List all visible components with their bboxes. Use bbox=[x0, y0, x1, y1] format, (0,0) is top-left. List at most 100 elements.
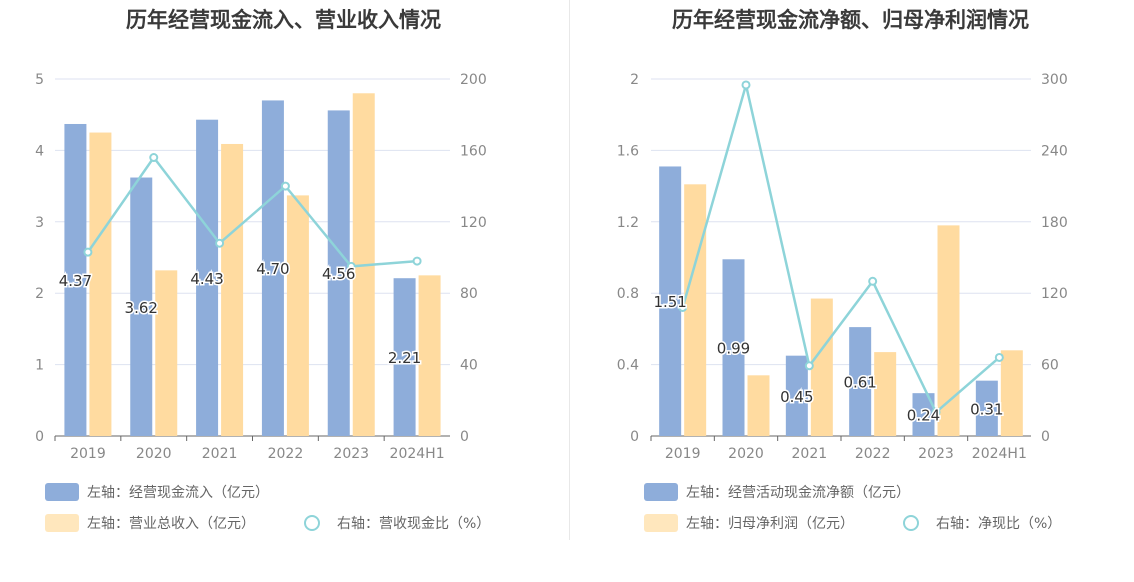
legend-swatch-line bbox=[894, 514, 928, 532]
x-axis-tick-label: 2019 bbox=[70, 446, 106, 462]
left-axis-tick-label: 2 bbox=[35, 286, 44, 302]
left-axis-tick-label: 1 bbox=[35, 358, 44, 374]
legend-label: 左轴：经营活动现金流净额（亿元） bbox=[686, 485, 910, 501]
data-label: 4.56 bbox=[322, 265, 355, 283]
legend-label: 右轴：营收现金比（%） bbox=[337, 516, 491, 532]
right-axis-tick-label: 60 bbox=[1041, 358, 1059, 374]
legend-item-ratio[interactable]: 右轴：净现比（%） bbox=[894, 513, 1061, 533]
right-axis-tick-label: 0 bbox=[460, 429, 469, 445]
bar-s0-2021 bbox=[196, 119, 219, 436]
chart-panel-net-cash: 历年经营现金流净额、归母净利润情况 0 0 0.4 60 0.8 120 1.2 180 1.6… bbox=[567, 0, 1134, 582]
chart-canvas-cash-inflow: 0 0 1 40 2 80 3 120 4 160 5 200 2019 2020 2021 2022 2023… bbox=[35, 72, 487, 462]
bar-s0-2020 bbox=[130, 177, 153, 437]
right-axis-tick-label: 0 bbox=[1041, 429, 1050, 445]
right-axis-tick-label: 180 bbox=[1041, 215, 1068, 231]
left-axis-tick-label: 0 bbox=[630, 429, 639, 445]
bar-s1-2019 bbox=[684, 184, 707, 436]
right-axis-tick-label: 240 bbox=[1041, 143, 1068, 159]
ratio-point-2021 bbox=[804, 361, 814, 371]
panel-divider bbox=[569, 0, 570, 540]
legend-swatch-bar bbox=[45, 483, 79, 501]
ratio-point-2023 bbox=[931, 407, 941, 417]
legend-item-ratio[interactable]: 右轴：营收现金比（%） bbox=[295, 513, 490, 533]
chart-panel-cash-inflow: 历年经营现金流入、营业收入情况 0 0 1 40 2 80 3 120 4 160 5 200 2019… bbox=[35, 8, 490, 533]
ratio-point-2019 bbox=[83, 247, 93, 257]
data-label: 0.24 bbox=[907, 407, 940, 425]
chart-title: 历年经营现金流入、营业收入情况 bbox=[126, 8, 441, 32]
left-axis-tick-label: 0 bbox=[35, 429, 44, 445]
x-axis-tick-label: 2023 bbox=[333, 446, 369, 462]
data-label: 0.99 bbox=[717, 340, 750, 358]
bar-s0-2024H1 bbox=[393, 278, 416, 436]
data-label: 0.61 bbox=[843, 374, 876, 392]
legend-item-revenue[interactable]: 左轴：营业总收入（亿元） bbox=[45, 513, 255, 533]
bar-s0-2022 bbox=[849, 327, 872, 436]
legend-item-net-profit[interactable]: 左轴：归母净利润（亿元） bbox=[644, 513, 854, 533]
legend-label: 右轴：净现比（%） bbox=[936, 516, 1062, 532]
data-label: 4.37 bbox=[59, 272, 92, 290]
bar-s1-2020 bbox=[747, 375, 770, 436]
legend-swatch-bar bbox=[45, 514, 79, 532]
bar-s0-2020 bbox=[722, 259, 745, 436]
ratio-point-2024H1 bbox=[412, 256, 422, 266]
bar-s0-2023 bbox=[327, 110, 350, 436]
right-axis-tick-label: 120 bbox=[1041, 286, 1068, 302]
left-axis-tick-label: 3 bbox=[35, 215, 44, 231]
bar-s0-2021 bbox=[785, 355, 808, 436]
left-axis-tick-label: 5 bbox=[35, 72, 44, 88]
ratio-point-2020 bbox=[149, 153, 159, 163]
left-axis-tick-label: 4 bbox=[35, 143, 44, 159]
right-axis-tick-label: 80 bbox=[460, 286, 478, 302]
x-axis-tick-label: 2022 bbox=[855, 446, 891, 462]
legend-swatch-line bbox=[295, 514, 329, 532]
data-label: 0.31 bbox=[970, 400, 1003, 418]
ratio-point-2022 bbox=[280, 181, 290, 191]
left-axis-tick-label: 0.8 bbox=[617, 286, 639, 302]
x-axis-tick-label: 2020 bbox=[728, 446, 764, 462]
ratio-line bbox=[681, 84, 1001, 415]
data-label: 2.21 bbox=[388, 349, 421, 367]
bar-s1-2019 bbox=[89, 132, 112, 437]
ratio-point-2021 bbox=[215, 238, 225, 248]
data-label: 1.51 bbox=[653, 293, 686, 311]
data-label: 4.70 bbox=[256, 260, 289, 278]
x-axis-tick-label: 2021 bbox=[202, 446, 238, 462]
x-axis-tick-label: 2024H1 bbox=[390, 446, 445, 462]
x-axis-tick-label: 2023 bbox=[918, 446, 954, 462]
bar-s0-2019 bbox=[659, 166, 682, 436]
x-axis-tick-label: 2021 bbox=[792, 446, 828, 462]
data-label: 0.45 bbox=[780, 388, 813, 406]
legend-swatch-bar bbox=[644, 514, 678, 532]
legend-item-cash-inflow[interactable]: 左轴：经营现金流入（亿元） bbox=[45, 482, 269, 502]
data-label: 3.62 bbox=[125, 299, 158, 317]
chart-title: 历年经营现金流净额、归母净利润情况 bbox=[672, 8, 1029, 32]
left-axis-tick-label: 2 bbox=[630, 72, 639, 88]
bar-s0-2024H1 bbox=[975, 380, 998, 436]
bar-s1-2024H1 bbox=[1000, 350, 1023, 436]
data-label: 4.43 bbox=[190, 270, 223, 288]
legend-swatch-bar bbox=[644, 483, 678, 501]
ratio-point-2024H1 bbox=[994, 352, 1004, 362]
right-axis-tick-label: 160 bbox=[460, 143, 487, 159]
legend-item-net-cash[interactable]: 左轴：经营活动现金流净额（亿元） bbox=[644, 482, 910, 502]
right-axis-tick-label: 300 bbox=[1041, 72, 1068, 88]
x-axis-tick-label: 2020 bbox=[136, 446, 172, 462]
left-axis-tick-label: 1.2 bbox=[617, 215, 639, 231]
bar-s1-2021 bbox=[810, 298, 833, 436]
legend-label: 左轴：营业总收入（亿元） bbox=[87, 516, 255, 532]
x-axis-tick-label: 2019 bbox=[665, 446, 701, 462]
bar-s1-2024H1 bbox=[418, 275, 441, 436]
left-axis-tick-label: 0.4 bbox=[617, 358, 639, 374]
bar-s1-2021 bbox=[221, 143, 244, 436]
bar-s0-2022 bbox=[261, 100, 284, 437]
bar-s1-2023 bbox=[937, 225, 960, 436]
right-axis-tick-label: 200 bbox=[460, 72, 487, 88]
x-axis-tick-label: 2024H1 bbox=[972, 446, 1027, 462]
legend-label: 左轴：归母净利润（亿元） bbox=[686, 516, 854, 532]
ratio-point-2020 bbox=[741, 80, 751, 90]
right-axis-tick-label: 120 bbox=[460, 215, 487, 231]
ratio-point-2023 bbox=[346, 261, 356, 271]
bar-s1-2020 bbox=[155, 270, 178, 436]
right-axis-tick-label: 40 bbox=[460, 358, 478, 374]
ratio-line bbox=[86, 155, 418, 268]
